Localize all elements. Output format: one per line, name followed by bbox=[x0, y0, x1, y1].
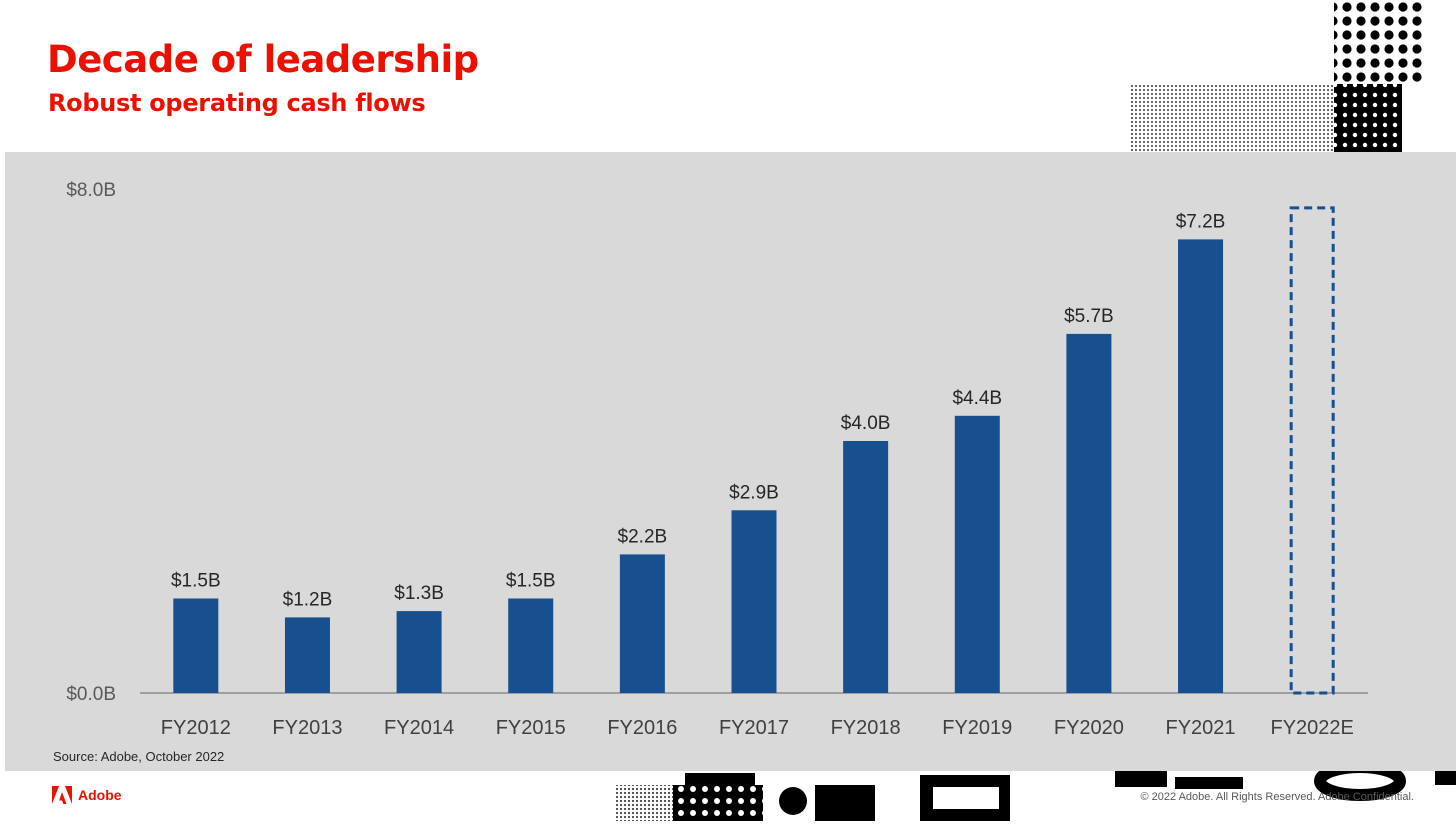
x-axis-ticks: FY2012 FY2013 FY2014 FY2015 FY2016 FY2017 FY20… bbox=[161, 717, 1354, 739]
bar bbox=[1066, 333, 1112, 693]
y-tick-label: $0.0B bbox=[66, 684, 116, 705]
bar-data-label: $7.2B bbox=[1176, 211, 1226, 232]
halftone-pattern-decoration bbox=[1130, 0, 1426, 152]
bar bbox=[619, 554, 665, 693]
pattern-strip-decoration bbox=[615, 771, 1456, 821]
bar bbox=[954, 415, 1000, 693]
x-tick-label: FY2019 bbox=[942, 717, 1012, 739]
chart-panel: $0.0B $8.0B $1.5B $1.2B $1.3B $1.5B $2.2B $2.9… bbox=[5, 152, 1456, 771]
adobe-a-icon bbox=[52, 786, 72, 804]
adobe-wordmark: Adobe bbox=[78, 787, 122, 803]
adobe-logo: Adobe bbox=[52, 786, 122, 804]
bar bbox=[1178, 239, 1224, 693]
x-tick-label: FY2018 bbox=[831, 717, 901, 739]
x-tick-label: FY2014 bbox=[384, 717, 454, 739]
bar bbox=[173, 598, 219, 693]
slide-title: Decade of leadership bbox=[47, 38, 479, 81]
bar-data-label: $4.0B bbox=[841, 413, 891, 434]
x-tick-label: FY2015 bbox=[496, 717, 566, 739]
slide-subtitle: Robust operating cash flows bbox=[48, 89, 426, 117]
copyright-notice: © 2022 Adobe. All Rights Reserved. Adobe… bbox=[1140, 791, 1414, 803]
x-tick-label: FY2017 bbox=[719, 717, 789, 739]
bar-data-label: $2.2B bbox=[618, 526, 668, 547]
y-axis-ticks: $0.0B $8.0B bbox=[66, 180, 116, 705]
slide-header: Decade of leadership Robust operating ca… bbox=[0, 0, 1456, 152]
bar-data-label: $2.9B bbox=[729, 482, 779, 503]
bar-data-label: $4.4B bbox=[952, 388, 1002, 409]
x-tick-label: FY2020 bbox=[1054, 717, 1124, 739]
bar-data-label: $1.3B bbox=[394, 583, 444, 604]
y-tick-label: $8.0B bbox=[66, 180, 116, 201]
x-tick-label: FY2022E bbox=[1270, 717, 1353, 739]
bar-chart: $0.0B $8.0B $1.5B $1.2B $1.3B $1.5B $2.2B $2.9… bbox=[66, 180, 1368, 739]
bar bbox=[843, 441, 889, 693]
placeholder-bar bbox=[1289, 206, 1335, 695]
x-tick-label: FY2013 bbox=[272, 717, 342, 739]
bar-data-label: $5.7B bbox=[1064, 306, 1114, 327]
bar-data-label: $1.2B bbox=[283, 589, 333, 610]
bar bbox=[731, 510, 777, 693]
source-note: Source: Adobe, October 2022 bbox=[53, 749, 225, 764]
x-tick-label: FY2021 bbox=[1166, 717, 1236, 739]
bar bbox=[396, 611, 442, 693]
x-tick-label: FY2016 bbox=[607, 717, 677, 739]
bar bbox=[508, 598, 554, 693]
x-tick-label: FY2012 bbox=[161, 717, 231, 739]
data-labels: $1.5B $1.2B $1.3B $1.5B $2.2B $2.9B $4.0B $4.4B… bbox=[171, 211, 1225, 610]
bar bbox=[284, 617, 330, 693]
bar-data-label: $1.5B bbox=[171, 571, 221, 592]
bar-data-label: $1.5B bbox=[506, 571, 556, 592]
bar-series bbox=[173, 206, 1335, 695]
